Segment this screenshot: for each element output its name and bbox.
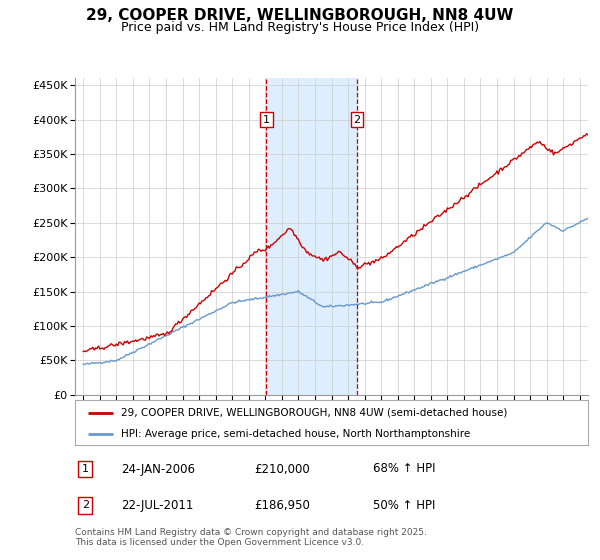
Text: 29, COOPER DRIVE, WELLINGBOROUGH, NN8 4UW: 29, COOPER DRIVE, WELLINGBOROUGH, NN8 4U… — [86, 8, 514, 24]
Text: 22-JUL-2011: 22-JUL-2011 — [121, 499, 194, 512]
Text: Price paid vs. HM Land Registry's House Price Index (HPI): Price paid vs. HM Land Registry's House … — [121, 21, 479, 34]
Text: Contains HM Land Registry data © Crown copyright and database right 2025.
This d: Contains HM Land Registry data © Crown c… — [75, 528, 427, 547]
Text: £186,950: £186,950 — [254, 499, 310, 512]
Text: 68% ↑ HPI: 68% ↑ HPI — [373, 463, 435, 475]
Text: 2: 2 — [82, 501, 89, 510]
Text: 24-JAN-2006: 24-JAN-2006 — [121, 463, 195, 475]
Text: 1: 1 — [263, 115, 270, 125]
Text: HPI: Average price, semi-detached house, North Northamptonshire: HPI: Average price, semi-detached house,… — [121, 429, 470, 439]
Bar — [266, 78, 357, 395]
Text: 50% ↑ HPI: 50% ↑ HPI — [373, 499, 435, 512]
Text: 2: 2 — [353, 115, 361, 125]
Text: £210,000: £210,000 — [254, 463, 310, 475]
Text: 1: 1 — [82, 464, 89, 474]
Text: 29, COOPER DRIVE, WELLINGBOROUGH, NN8 4UW (semi-detached house): 29, COOPER DRIVE, WELLINGBOROUGH, NN8 4U… — [121, 408, 508, 418]
